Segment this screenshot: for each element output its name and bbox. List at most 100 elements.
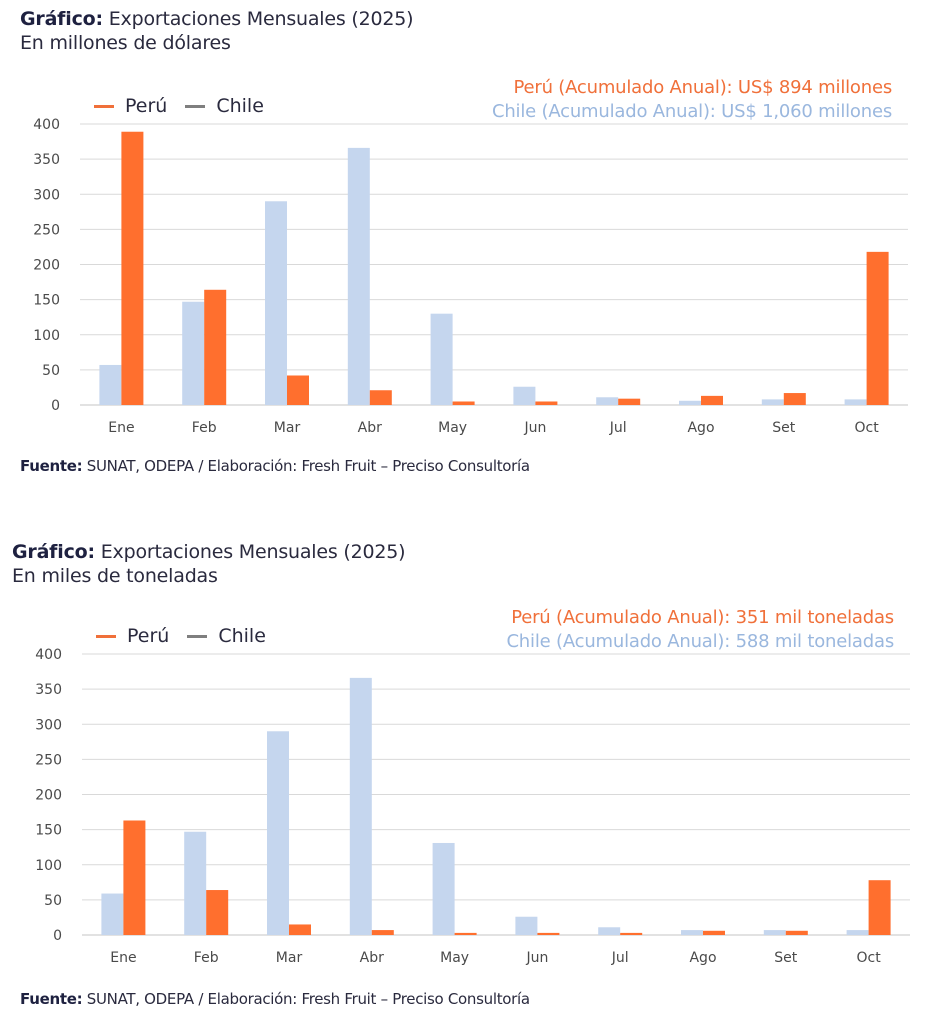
y-tick-label: 250 <box>35 752 62 768</box>
bar-chile-ene <box>99 364 122 405</box>
bar-chile-ene <box>101 893 124 935</box>
bar-chile-set <box>763 930 786 935</box>
chart-title-label: Gráfico: <box>20 8 103 30</box>
chart-block-usd: Gráfico: Exportaciones Mensuales (2025) … <box>0 0 949 500</box>
legend-item-peru: Perú <box>94 95 167 117</box>
y-tick-label: 0 <box>51 398 60 414</box>
chart-title-label: Gráfico: <box>12 541 95 563</box>
bar-peru-ene <box>123 820 146 935</box>
x-tick-label: Set <box>774 950 798 966</box>
x-tick-label: Jun <box>525 950 548 966</box>
chart-subtitle: En miles de toneladas <box>12 565 218 587</box>
legend-label-chile: Chile <box>216 95 264 117</box>
y-tick-label: 0 <box>53 928 62 944</box>
y-tick-label: 100 <box>33 328 60 344</box>
chart-title: Gráfico: Exportaciones Mensuales (2025) <box>12 540 406 564</box>
bar-peru-ene <box>121 131 144 406</box>
chart-source: Fuente: SUNAT, ODEPA / Elaboración: Fres… <box>20 990 530 1008</box>
bar-chile-feb <box>182 301 205 405</box>
x-tick-label: Oct <box>856 950 881 966</box>
chart-legend: Perú Chile <box>94 95 282 117</box>
legend-label-peru: Perú <box>125 95 168 117</box>
bar-chart-usd: 0 50 100 150 200 250 300 350 400 Ene Feb Mar Abr May J… <box>33 117 908 436</box>
source-text: SUNAT, ODEPA / Elaboración: Fresh Fruit … <box>82 457 530 475</box>
bar-chile-may <box>430 313 453 405</box>
annual-total-peru: Perú (Acumulado Anual): 351 mil tonelada… <box>511 607 894 628</box>
x-tick-label: Mar <box>276 950 303 966</box>
x-tick-label: Mar <box>274 420 301 436</box>
x-tick-label: Jul <box>609 420 627 436</box>
bar-chile-ago <box>679 400 701 405</box>
y-tick-label: 350 <box>33 152 60 168</box>
bar-peru-mar <box>287 375 309 405</box>
y-tick-label: 100 <box>35 858 62 874</box>
legend-item-chile: Chile <box>185 95 264 117</box>
bar-chile-mar <box>265 201 287 405</box>
chart-block-tons: Gráfico: Exportaciones Mensuales (2025) … <box>0 530 949 1024</box>
y-tick-label: 50 <box>44 893 62 909</box>
bar-peru-mar <box>289 924 311 935</box>
bar-chile-abr <box>349 677 372 935</box>
legend-swatch-chile <box>187 634 208 638</box>
bar-peru-jun <box>537 932 560 935</box>
bar-peru-jul <box>618 398 641 405</box>
y-tick-label: 300 <box>33 187 60 203</box>
annual-totals: Perú (Acumulado Anual): US$ 894 millones… <box>492 76 892 124</box>
bar-chart-tons: 0 50 100 150 200 250 300 350 400 Ene Feb Mar Abr May J… <box>35 647 910 966</box>
bar-peru-feb <box>206 890 229 935</box>
x-tick-label: Jun <box>523 420 546 436</box>
y-tick-label: 300 <box>35 717 62 733</box>
y-tick-label: 350 <box>35 682 62 698</box>
y-tick-label: 400 <box>35 647 62 663</box>
x-tick-label: May <box>438 420 467 436</box>
y-tick-label: 250 <box>33 222 60 238</box>
x-tick-label: Set <box>772 420 796 436</box>
x-axis-ticks: Ene Feb Mar Abr May Jun Jul Ago Set Oct <box>108 420 879 436</box>
y-tick-label: 150 <box>35 823 62 839</box>
chart-title: Gráfico: Exportaciones Mensuales (2025) <box>20 7 414 31</box>
bar-chile-mar <box>267 731 289 935</box>
bars <box>99 131 889 406</box>
bar-peru-set <box>785 930 808 935</box>
bar-peru-oct <box>866 251 889 405</box>
annual-total-chile: Chile (Acumulado Anual): US$ 1,060 millo… <box>491 101 892 122</box>
bar-chile-jun <box>513 386 536 405</box>
bar-peru-abr <box>371 930 394 935</box>
chart-subtitle: En millones de dólares <box>20 32 231 54</box>
y-axis-ticks: 0 50 100 150 200 250 300 350 400 <box>33 117 60 414</box>
bar-chile-jul <box>598 927 621 935</box>
x-tick-label: Oct <box>854 420 879 436</box>
y-tick-label: 150 <box>33 293 60 309</box>
chart-legend: Perú Chile <box>96 625 284 647</box>
legend-label-chile: Chile <box>218 625 266 647</box>
bar-chile-jun <box>515 916 538 935</box>
x-tick-label: Abr <box>360 950 384 966</box>
bar-peru-may <box>452 401 475 405</box>
bar-peru-ago <box>703 930 725 935</box>
bar-peru-jun <box>535 401 558 405</box>
annual-total-peru: Perú (Acumulado Anual): US$ 894 millones <box>513 77 892 98</box>
bar-peru-feb <box>204 289 227 405</box>
bar-chile-jul <box>596 397 619 405</box>
chart-title-text: Exportaciones Mensuales (2025) <box>94 541 406 563</box>
x-tick-label: Ago <box>687 420 714 436</box>
bar-chile-set <box>761 399 784 405</box>
legend-label-peru: Perú <box>127 625 170 647</box>
legend-item-peru: Perú <box>96 625 169 647</box>
bar-peru-oct <box>868 880 891 935</box>
bar-chile-abr <box>347 147 370 405</box>
x-tick-label: Feb <box>192 420 217 436</box>
y-tick-label: 200 <box>35 788 62 804</box>
annual-total-chile: Chile (Acumulado Anual): 588 mil tonelad… <box>506 631 894 652</box>
x-tick-label: Abr <box>358 420 382 436</box>
chart-title-text: Exportaciones Mensuales (2025) <box>102 8 414 30</box>
bar-peru-set <box>783 393 806 405</box>
bar-chile-feb <box>184 831 207 935</box>
annual-totals: Perú (Acumulado Anual): 351 mil tonelada… <box>506 606 894 654</box>
legend-item-chile: Chile <box>187 625 266 647</box>
source-label: Fuente: <box>20 457 83 475</box>
x-tick-label: Jul <box>611 950 629 966</box>
bar-peru-may <box>454 932 477 935</box>
y-tick-label: 400 <box>33 117 60 133</box>
legend-swatch-peru <box>96 634 116 638</box>
